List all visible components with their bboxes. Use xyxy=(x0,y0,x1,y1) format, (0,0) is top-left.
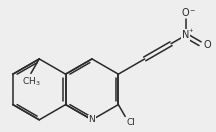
Text: N: N xyxy=(182,30,189,40)
Text: Cl: Cl xyxy=(127,118,136,127)
Text: CH$_3$: CH$_3$ xyxy=(22,76,40,88)
Text: O: O xyxy=(203,40,211,50)
Text: N: N xyxy=(89,115,95,124)
Text: O: O xyxy=(182,8,189,18)
Text: $^-$: $^-$ xyxy=(188,7,196,16)
Text: $^+$: $^+$ xyxy=(187,27,194,36)
